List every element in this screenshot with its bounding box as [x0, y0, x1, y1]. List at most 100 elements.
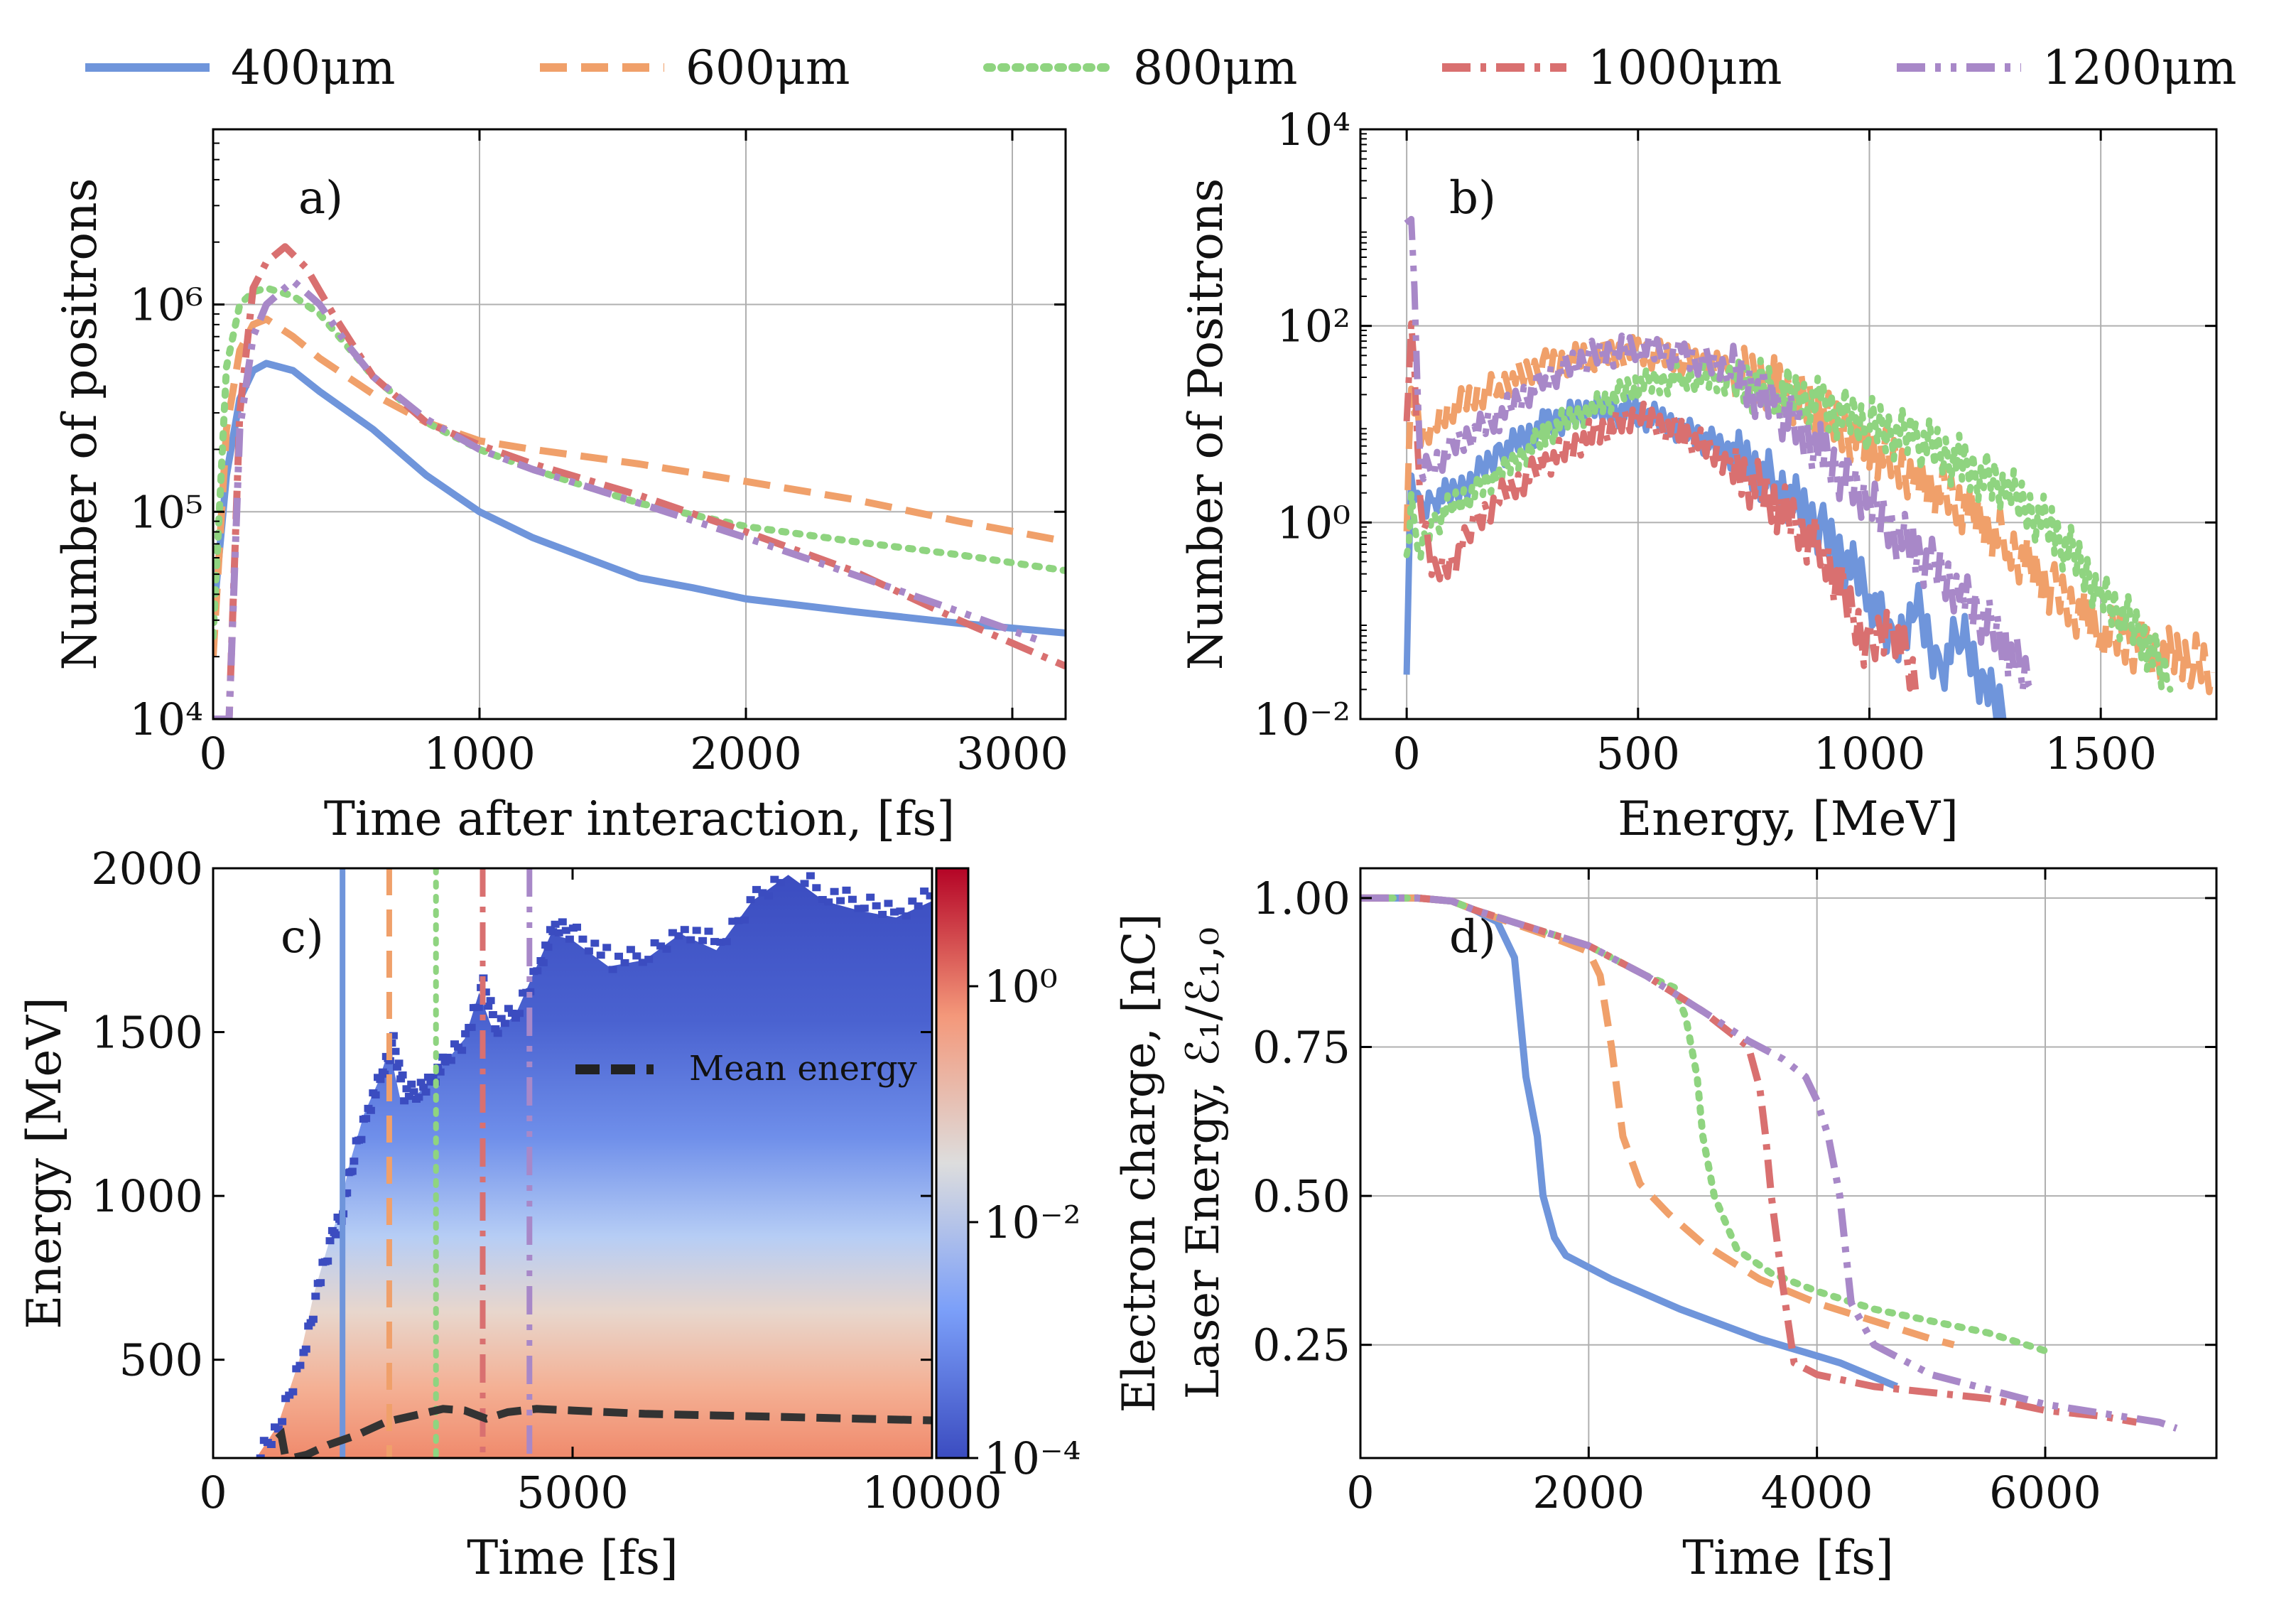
heatmap-cell [704, 927, 713, 935]
panel-a-xlabel: Time after interaction, [fs] [324, 792, 955, 846]
heatmap-cell [526, 988, 535, 995]
heatmap-cell [920, 887, 929, 895]
x-tick-label: 3000 [956, 728, 1068, 779]
panel-c-xlabel: Time [fs] [467, 1530, 678, 1585]
heatmap-cell [396, 1075, 406, 1083]
heatmap-cell [423, 1074, 433, 1081]
heatmap-cell [590, 939, 600, 947]
heatmap-cell [818, 896, 827, 903]
heatmap-cell [398, 1071, 407, 1079]
heatmap-cell [878, 910, 887, 918]
legend-label-1000: 1000μm [1588, 41, 1782, 95]
heatmap-cell [758, 889, 767, 897]
y-tick-label: 10⁵ [129, 486, 203, 538]
heatmap-cell [752, 885, 761, 893]
colorbar-tick-label: 10⁻² [984, 1197, 1081, 1248]
series-line-400 [213, 360, 1066, 637]
heatmap-cell [342, 1189, 352, 1197]
heatmap-cell [644, 956, 654, 963]
panel-a-frame [212, 128, 1067, 720]
heatmap-cell [308, 1315, 318, 1323]
y-tick-label: 500 [119, 1334, 203, 1386]
heatmap-cell [848, 895, 857, 903]
series-line-1000 [1360, 894, 2138, 1426]
heatmap-cell [620, 959, 629, 966]
heatmap-cell [698, 936, 708, 944]
heatmap-cell [674, 932, 683, 940]
heatmap-cell [926, 892, 932, 900]
heatmap-cell [488, 1011, 497, 1018]
y-tick-label: 10⁻² [1254, 693, 1350, 745]
heatmap-cell [824, 898, 833, 906]
panel-a-annotation: a) [298, 172, 343, 225]
series-line-800 [1403, 357, 2174, 693]
heatmap-cell [650, 939, 659, 946]
heatmap-cell [638, 959, 647, 966]
x-tick-label: 1500 [2045, 728, 2157, 779]
heatmap-cell [416, 1079, 426, 1086]
x-tick-label: 2000 [690, 728, 802, 779]
colorbar-ticks: 10⁻⁴ 10⁻² 10⁰ [968, 961, 1081, 1484]
heatmap-cell [511, 1014, 520, 1022]
heatmap-cell [266, 1441, 276, 1448]
panel-a-ylabel: Number of positrons [53, 178, 107, 671]
panel-a-series [213, 243, 1066, 719]
panel-c-ticks: 0 5000 10000 500 1000 1500 2000 [91, 843, 1002, 1518]
heatmap-cell [548, 928, 558, 936]
x-tick-label: 10000 [862, 1467, 1002, 1518]
heatmap-cell [872, 902, 881, 909]
legend-label-600: 600μm [686, 41, 850, 95]
heatmap-cell [301, 1345, 310, 1353]
legend: 400μm 600μm 800μm 1000μm 1200μm [85, 41, 2236, 95]
heatmap-cell [716, 939, 725, 946]
y-tick-label: 1000 [91, 1170, 203, 1222]
panel-c-heatmap [256, 872, 932, 1458]
heatmap-cell [656, 942, 666, 950]
heatmap-cell [357, 1135, 366, 1143]
heatmap-cell [316, 1279, 325, 1287]
colorbar [935, 867, 970, 1459]
heatmap-cell [914, 902, 923, 909]
x-tick-label: 0 [1346, 1467, 1374, 1518]
x-tick-label: 0 [199, 728, 227, 779]
panel-c-legend-label: Mean energy [689, 1049, 917, 1089]
y-tick-label: 10² [1277, 301, 1350, 352]
panel-d-frame [1359, 867, 2218, 1459]
legend-label-800: 800μm [1133, 41, 1297, 95]
heatmap-cell [734, 917, 743, 924]
series-line-600 [213, 315, 1066, 657]
heatmap-cell [543, 944, 553, 951]
series-line-600 [1360, 894, 1955, 1349]
heatmap-cell [901, 912, 911, 920]
legend-label-400: 400μm [231, 41, 395, 95]
panel-d-ylabel-2: Laser Energy, ℰ₁/ℰ₁,₀ [1177, 927, 1230, 1399]
heatmap-cell [860, 905, 869, 912]
heatmap-cell [500, 1020, 509, 1027]
heatmap-cell [481, 988, 490, 996]
heatmap-cell [332, 1231, 340, 1238]
heatmap-cell [632, 952, 641, 960]
heatmap-cell [602, 944, 612, 951]
y-tick-label: 0.25 [1252, 1319, 1350, 1371]
heatmap-cell [404, 1092, 413, 1100]
panel-c-legend: Mean energy [575, 1049, 917, 1089]
heatmap-cell [565, 935, 574, 943]
heatmap-cell [366, 1106, 375, 1114]
series-line-800 [1360, 894, 2049, 1355]
heatmap-cell [908, 897, 917, 905]
heatmap-cell [558, 918, 567, 926]
heatmap-cell [274, 1425, 283, 1433]
heatmap-cell [497, 1015, 506, 1022]
heatmap-cell [428, 1074, 438, 1081]
heatmap-cell [626, 946, 635, 954]
panel-b-xlabel: Energy, [MeV] [1618, 792, 1959, 846]
series-line-1000 [213, 243, 1066, 719]
panel-a: 0 1000 2000 3000 10⁴ 10⁵ 10⁶ a) Time after int… [53, 128, 1068, 846]
x-tick-label: 1000 [1814, 728, 1926, 779]
series-line-1200 [1404, 215, 2035, 694]
panel-a-ticks: 0 1000 2000 3000 10⁴ 10⁵ 10⁶ [129, 129, 1068, 779]
y-tick-label: 0.75 [1252, 1022, 1350, 1074]
heatmap-cell [440, 1058, 450, 1066]
y-tick-label: 10⁶ [129, 279, 203, 331]
